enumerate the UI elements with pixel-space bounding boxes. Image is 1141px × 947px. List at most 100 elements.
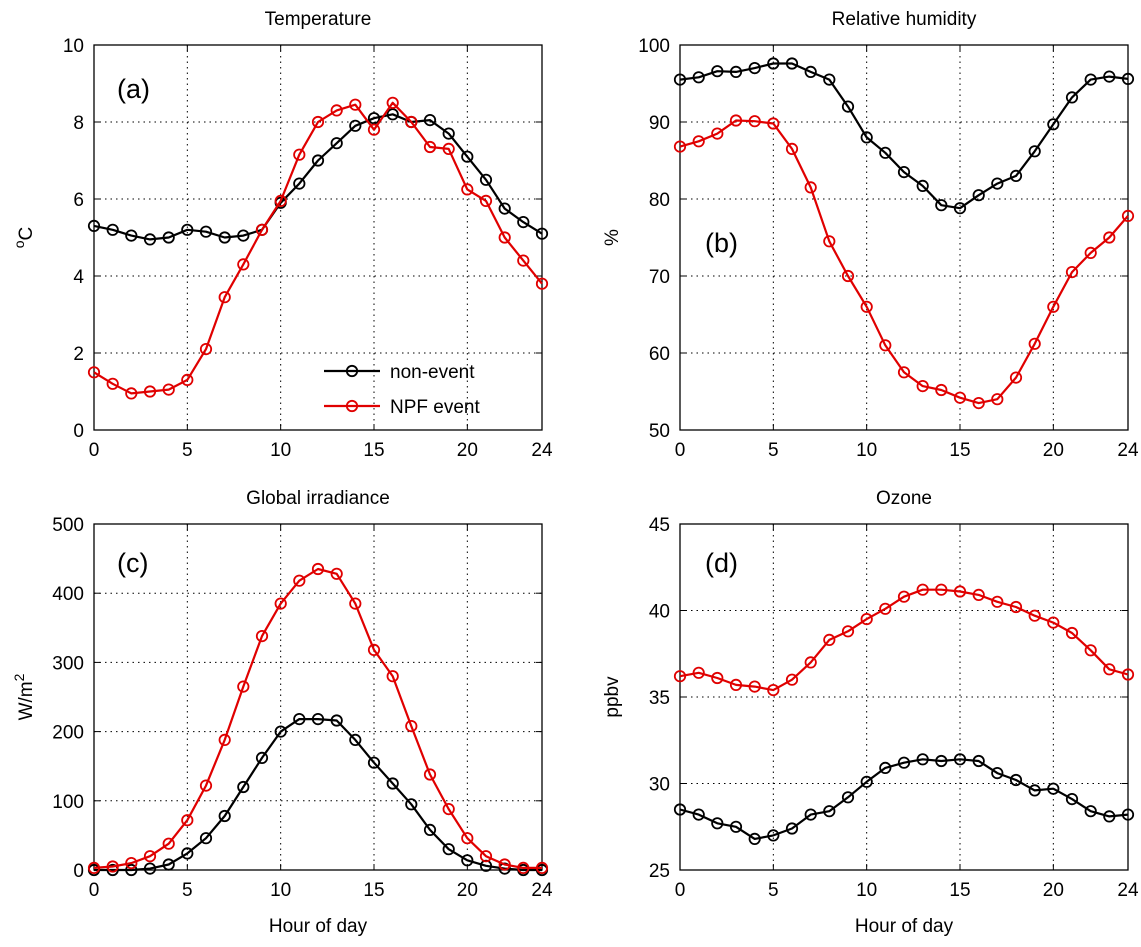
series-line	[93, 113, 543, 241]
data-point	[879, 339, 892, 352]
panel-title: Relative humidity	[832, 9, 977, 30]
data-point	[1065, 626, 1079, 640]
panel-letter: (b)	[705, 228, 738, 258]
data-point	[1103, 663, 1116, 676]
y-tick-label: 2	[73, 344, 84, 365]
data-point	[143, 862, 157, 875]
data-point	[181, 814, 194, 827]
data-point	[1047, 616, 1060, 629]
data-point	[330, 567, 343, 580]
y-tick-label: 6	[73, 190, 84, 211]
data-point	[729, 820, 743, 833]
y-tick-label: 300	[52, 653, 84, 674]
data-point	[237, 680, 250, 693]
y-axis-label: W/m2	[11, 673, 37, 720]
x-tick-label: 24	[531, 880, 553, 901]
data-point	[1009, 600, 1023, 614]
data-point	[804, 656, 817, 669]
data-point	[916, 583, 929, 596]
data-point	[461, 150, 474, 163]
y-tick-label: 30	[649, 775, 670, 796]
data-point	[804, 65, 817, 79]
data-point	[972, 396, 985, 410]
x-tick-label: 0	[89, 440, 100, 461]
series-line	[679, 758, 1129, 841]
y-tick-label: 60	[649, 344, 670, 365]
data-point	[311, 115, 325, 129]
y-tick-label: 80	[649, 190, 670, 211]
data-point	[991, 177, 1004, 190]
data-point	[767, 829, 780, 842]
data-point	[87, 366, 101, 379]
x-tick-label: 10	[270, 440, 291, 461]
data-point	[767, 117, 780, 130]
y-tick-label: 90	[649, 113, 670, 134]
x-tick-label: 5	[182, 440, 193, 461]
data-point	[841, 100, 855, 113]
panel-title: Global irradiance	[246, 488, 390, 509]
x-tick-label: 20	[1043, 440, 1064, 461]
data-point	[1028, 145, 1041, 158]
data-point	[1028, 337, 1041, 350]
data-point	[386, 108, 399, 121]
data-point	[367, 643, 381, 657]
legend-label: non-event	[390, 362, 475, 383]
data-point	[953, 202, 967, 215]
data-point	[423, 768, 437, 781]
data-point	[349, 733, 362, 747]
data-point	[767, 57, 780, 70]
data-point	[841, 269, 855, 283]
data-point	[1121, 808, 1135, 821]
data-point	[711, 671, 724, 685]
data-point	[748, 680, 761, 693]
data-point	[823, 633, 836, 647]
data-point	[535, 861, 549, 875]
data-point	[1121, 209, 1135, 222]
data-point	[423, 140, 437, 154]
data-point	[423, 823, 437, 837]
data-point	[143, 233, 157, 246]
series-line	[93, 567, 542, 870]
data-point	[897, 590, 911, 603]
data-point	[804, 808, 817, 821]
data-point	[1009, 169, 1023, 182]
data-point	[785, 57, 799, 70]
data-point	[673, 140, 687, 153]
x-tick-label: 0	[675, 440, 686, 461]
data-point	[823, 235, 836, 248]
data-point	[237, 229, 250, 242]
data-point	[442, 142, 455, 155]
data-point	[386, 777, 399, 790]
x-tick-label: 24	[531, 440, 553, 461]
y-tick-label: 100	[52, 792, 84, 813]
data-point	[897, 166, 911, 179]
data-point	[461, 854, 474, 867]
x-axis-label: Hour of day	[855, 916, 954, 937]
y-tick-label: 0	[73, 421, 84, 442]
data-point	[517, 216, 530, 229]
x-tick-label: 0	[89, 880, 100, 901]
data-point	[199, 779, 213, 792]
data-point	[1047, 118, 1060, 131]
data-point	[1028, 784, 1041, 797]
data-point	[897, 756, 911, 769]
y-tick-label: 500	[52, 515, 84, 536]
x-tick-label: 15	[949, 440, 970, 461]
data-point	[535, 277, 549, 290]
data-point	[692, 71, 705, 84]
data-point	[311, 562, 325, 576]
data-point	[498, 858, 511, 871]
data-point	[1103, 810, 1116, 823]
data-point	[479, 194, 493, 207]
x-axis-label: Hour of day	[269, 916, 368, 937]
data-point	[125, 229, 138, 242]
data-point	[461, 832, 474, 845]
x-tick-label: 5	[768, 440, 779, 461]
data-point	[330, 104, 343, 117]
data-point	[673, 670, 687, 683]
data-point	[517, 861, 530, 875]
data-point	[1009, 773, 1023, 787]
data-point	[935, 754, 948, 768]
data-point	[349, 119, 362, 132]
